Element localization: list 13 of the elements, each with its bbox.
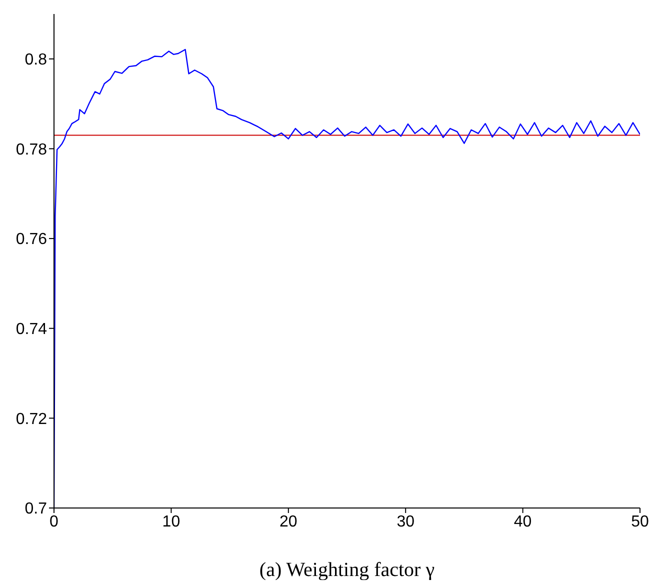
x-tick-label: 50	[631, 513, 649, 530]
y-tick-label: 0.8	[24, 52, 48, 69]
x-tick-label: 0	[50, 513, 59, 530]
y-tick-label: 0.7	[24, 500, 48, 518]
x-tick-label: 10	[162, 513, 180, 530]
y-tick-label: 0.72	[16, 410, 48, 428]
y-tick-label: 0.78	[16, 141, 48, 158]
x-tick-label: 40	[514, 513, 532, 530]
x-tick-label: 30	[396, 513, 415, 530]
y-tick-label: 0.76	[16, 231, 48, 248]
x-axis-title: (a) Weighting factor γ	[259, 559, 435, 581]
y-tick-label: 0.74	[16, 321, 48, 338]
x-tick-label: 20	[280, 513, 298, 530]
